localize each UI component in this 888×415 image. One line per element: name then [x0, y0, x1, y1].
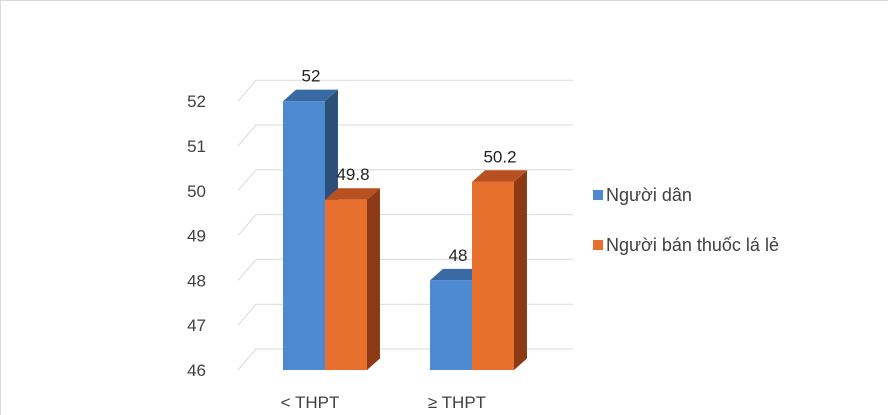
gridline-depth — [237, 124, 257, 147]
y-tick-label: 46 — [187, 361, 206, 380]
y-tick-label: 47 — [187, 316, 206, 335]
bar-top — [472, 170, 527, 182]
gridline-depth — [237, 169, 257, 192]
bar — [325, 188, 380, 370]
x-axis: < THPT ≥ THPT — [281, 393, 486, 412]
bar — [472, 170, 527, 370]
gridline-depth — [237, 348, 257, 371]
gridline-depth — [237, 303, 257, 326]
gridline-depth — [237, 79, 257, 102]
legend-swatch-nguoi-dan — [593, 190, 603, 200]
bar-top — [325, 188, 380, 200]
legend-label-nguoi-dan: Người dân — [606, 184, 692, 205]
y-tick-label: 50 — [187, 182, 206, 201]
legend-label-nguoi-ban: Người bán thuốc lá lẻ — [606, 234, 779, 255]
y-tick-label: 52 — [187, 92, 206, 111]
legend-item-nguoi-ban: Người bán thuốc lá lẻ — [593, 231, 779, 259]
bar-side — [514, 170, 527, 370]
bar-top — [430, 268, 485, 281]
data-label: 52 — [302, 67, 321, 86]
data-label: 49.8 — [336, 165, 369, 184]
bars — [283, 89, 527, 371]
bar-top — [283, 89, 338, 102]
gridline-depth — [237, 259, 257, 281]
bar-front — [430, 280, 472, 370]
x-category-label: ≥ THPT — [428, 393, 486, 412]
gridline-depth — [237, 214, 257, 236]
x-category-label: < THPT — [281, 393, 340, 412]
data-label: 50.2 — [483, 147, 516, 166]
y-tick-label: 48 — [187, 271, 206, 290]
data-labels: 52 48 49.8 50.2 — [302, 67, 517, 265]
y-axis: 46 47 48 49 50 51 52 — [187, 92, 206, 380]
bar-front — [283, 101, 325, 370]
bar-front — [472, 181, 514, 370]
legend-item-nguoi-dan: Người dân — [593, 181, 779, 209]
bar-front — [325, 199, 367, 370]
bar-side — [367, 188, 380, 370]
legend: Người dân Người bán thuốc lá lẻ — [593, 181, 779, 281]
y-tick-label: 51 — [187, 137, 206, 156]
legend-swatch-nguoi-ban — [593, 240, 603, 250]
data-label: 48 — [449, 246, 468, 265]
y-tick-label: 49 — [187, 227, 206, 246]
